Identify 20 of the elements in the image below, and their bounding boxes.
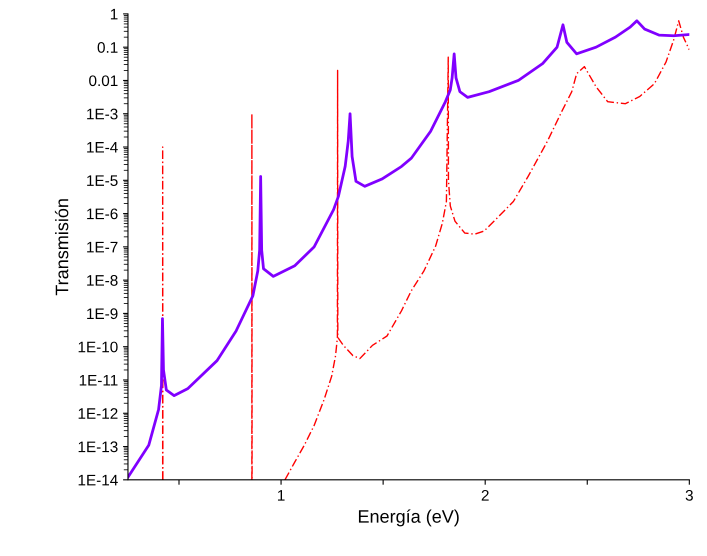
y-tick-label: 1 <box>110 8 118 20</box>
y-tick-label: 1E-14 <box>78 474 118 486</box>
y-tick-label: 1E-11 <box>80 375 118 386</box>
x-axis-title: Energía (eV) <box>358 509 459 526</box>
y-tick-label: 1E-3 <box>87 108 118 120</box>
y-tick-label: 1E-13 <box>78 441 118 452</box>
y-tick-label: 1E-9 <box>87 308 118 320</box>
y-tick-label: 1E-12 <box>78 408 118 419</box>
y-tick-label: 1E-5 <box>87 175 118 186</box>
y-tick-label: 1E-8 <box>87 275 118 286</box>
x-tick-label: 2 <box>482 490 489 501</box>
y-tick-label: 0.1 <box>98 42 118 53</box>
y-axis-title: Transmisión <box>54 199 68 296</box>
y-tick-label: 0.01 <box>89 75 118 86</box>
y-tick-label: 1E-7 <box>87 242 118 252</box>
y-tick-label: 1E-4 <box>87 142 118 153</box>
x-tick-label: 1 <box>278 490 285 501</box>
y-tick-label: 1E-10 <box>78 342 118 352</box>
y-tick-label: 1E-6 <box>87 208 118 220</box>
x-tick-label: 3 <box>686 490 693 501</box>
